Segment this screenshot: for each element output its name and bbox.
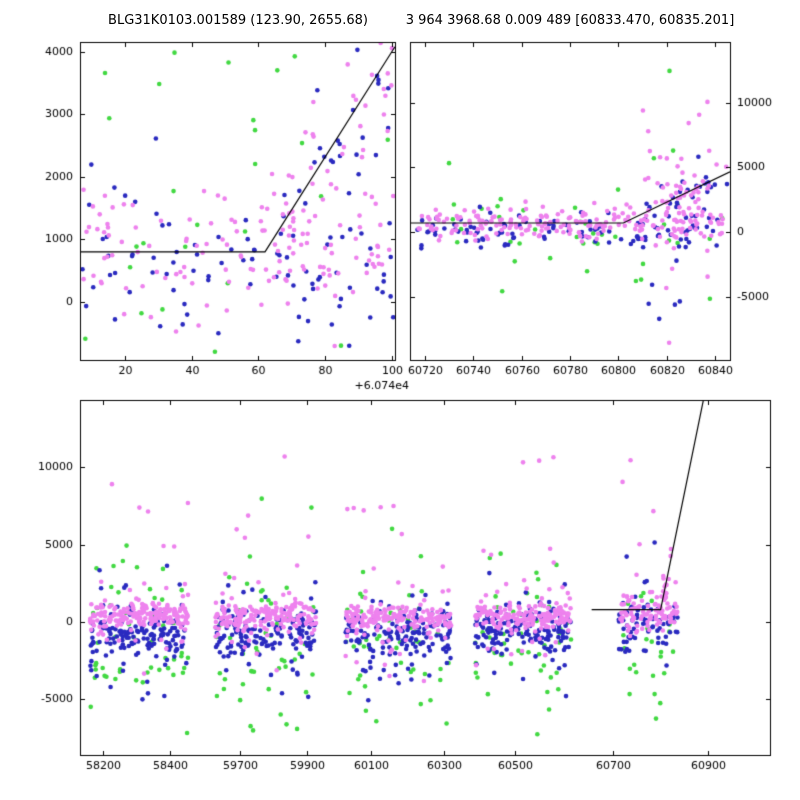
subplot-title-left: BLG31K0103.001589 (123.90, 2655.68) xyxy=(108,13,368,28)
subplot-title-right: 3 964 3968.68 0.009 489 [60833.470, 6083… xyxy=(405,13,735,28)
